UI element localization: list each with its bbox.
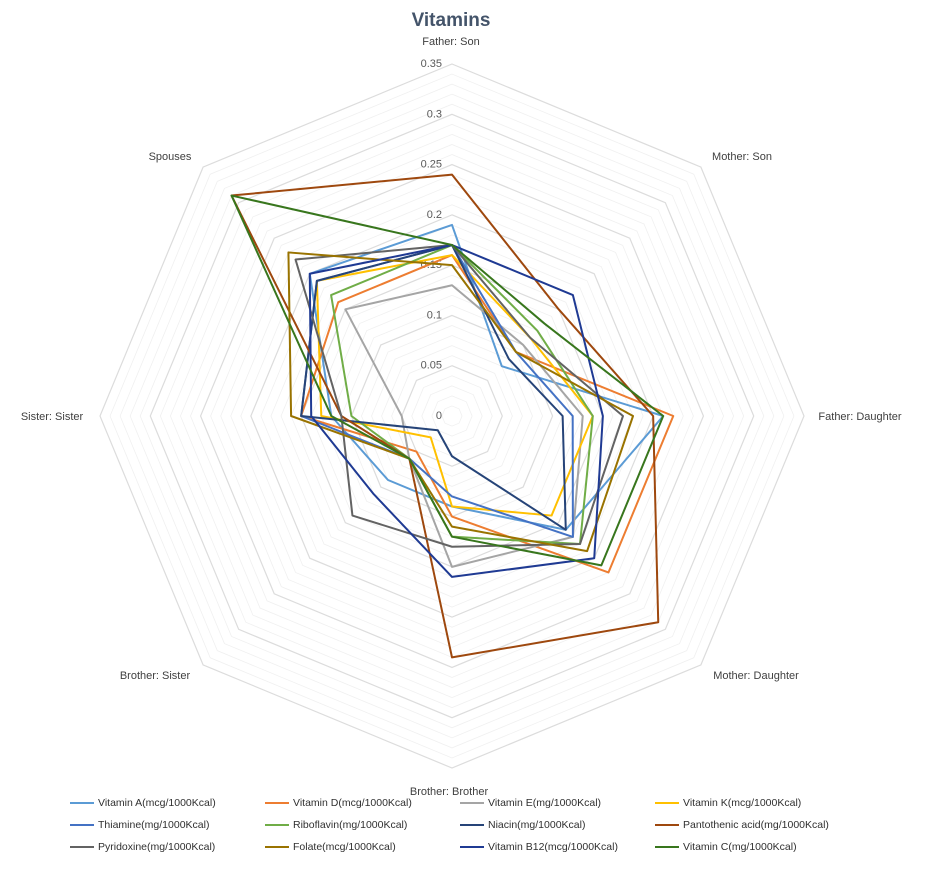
grid-ring-minor [381, 345, 523, 487]
series-line [300, 244, 567, 531]
legend-label: Thiamine(mg/1000Kcal) [98, 819, 210, 831]
series-line [308, 244, 604, 578]
legend-swatch [655, 802, 679, 804]
grid-ring-minor [109, 73, 795, 759]
legend-swatch [265, 824, 289, 826]
grid-ring-minor [441, 405, 463, 427]
grid-ring-minor [270, 234, 634, 598]
grid-ring-minor [119, 83, 785, 749]
grid-ring-minor [260, 224, 644, 608]
legend-swatch [460, 824, 484, 826]
grid-ring-minor [391, 355, 513, 477]
grid-ring-minor [280, 244, 624, 588]
legend-item: Vitamin A(mcg/1000Kcal) [70, 794, 265, 812]
legend-item: Niacin(mg/1000Kcal) [460, 816, 655, 834]
legend-item: Pyridoxine(mg/1000Kcal) [70, 838, 265, 856]
legend-label: Vitamin B12(mcg/1000Kcal) [488, 841, 618, 853]
legend-item: Vitamin K(mcg/1000Kcal) [655, 794, 890, 812]
legend-item: Folate(mcg/1000Kcal) [265, 838, 460, 856]
legend-label: Vitamin C(mg/1000Kcal) [683, 841, 797, 853]
legend-swatch [655, 824, 679, 826]
axis-labels: Father: Son Mother: Son Father: Daughter Mo… [21, 36, 902, 798]
series-polygons [230, 173, 675, 659]
grid-ring-minor [411, 375, 493, 457]
grid-ring-minor [421, 385, 483, 447]
tick-label: 0.2 [427, 209, 442, 221]
chart-title: Vitamins [412, 10, 491, 31]
legend-label: Pyridoxine(mg/1000Kcal) [98, 841, 216, 853]
legend-item: Vitamin B12(mcg/1000Kcal) [460, 838, 655, 856]
legend-swatch [265, 802, 289, 804]
axis-label: Mother: Son [712, 151, 772, 163]
tick-label: 0.05 [421, 360, 442, 372]
legend-swatch [655, 846, 679, 848]
axis-label: Father: Son [422, 36, 479, 48]
legend-swatch [265, 846, 289, 848]
grid-ring-minor [310, 274, 594, 558]
legend-label: Folate(mcg/1000Kcal) [293, 841, 396, 853]
grid-ring-minor [340, 304, 564, 528]
axis-label: Sister: Sister [21, 411, 84, 423]
legend-item: Pantothenic acid(mg/1000Kcal) [655, 816, 890, 834]
grid-ring-major [401, 365, 503, 467]
legend-swatch [70, 846, 94, 848]
radar-grid [99, 63, 805, 769]
grid-ring-minor [159, 123, 745, 709]
legend-item: Thiamine(mg/1000Kcal) [70, 816, 265, 834]
legend-label: Vitamin D(mcg/1000Kcal) [293, 797, 412, 809]
legend-label: Vitamin A(mcg/1000Kcal) [98, 797, 216, 809]
legend-item: Vitamin D(mcg/1000Kcal) [265, 794, 460, 812]
tick-label: 0 [436, 410, 442, 422]
legend-swatch [460, 846, 484, 848]
grid-ring-minor [240, 204, 664, 628]
grid-ring-minor [220, 184, 684, 648]
axis-label: Mother: Daughter [713, 670, 799, 682]
series-line [230, 194, 665, 567]
legend: Vitamin A(mcg/1000Kcal) Vitamin D(mcg/100… [70, 794, 890, 856]
series-line [315, 254, 594, 517]
legend-label: Pantothenic acid(mg/1000Kcal) [683, 819, 829, 831]
tick-label: 0.1 [427, 309, 442, 321]
legend-item: Vitamin E(mg/1000Kcal) [460, 794, 655, 812]
legend-label: Vitamin K(mcg/1000Kcal) [683, 797, 802, 809]
grid-ring-major [99, 63, 805, 769]
legend-swatch [70, 824, 94, 826]
axis-label: Brother: Brother [410, 786, 489, 798]
legend-item: Vitamin C(mg/1000Kcal) [655, 838, 890, 856]
tick-label: 0.25 [421, 159, 442, 171]
legend-swatch [70, 802, 94, 804]
legend-label: Vitamin E(mg/1000Kcal) [488, 797, 602, 809]
grid-ring-minor [190, 154, 714, 678]
grid-ring-major [149, 113, 755, 719]
axis-label: Father: Daughter [818, 411, 901, 423]
legend-item: Riboflavin(mg/1000Kcal) [265, 816, 460, 834]
tick-label: 0.3 [427, 108, 442, 120]
legend-label: Riboflavin(mg/1000Kcal) [293, 819, 408, 831]
tick-label: 0.35 [421, 58, 442, 70]
legend-swatch [460, 802, 484, 804]
series-line [300, 254, 675, 574]
grid-ring-minor [431, 395, 473, 437]
series-line [230, 173, 660, 659]
grid-ring-minor [129, 93, 775, 739]
axis-label: Brother: Sister [120, 670, 191, 682]
grid-ring-minor [230, 194, 674, 638]
grid-ring-minor [330, 294, 574, 538]
axis-label: Spouses [149, 151, 192, 163]
grid-ring-major [199, 163, 705, 669]
series-line [344, 284, 584, 568]
grid-ring-minor [139, 103, 765, 729]
grid-ring-minor [169, 133, 735, 699]
series-line [287, 251, 635, 553]
legend-label: Niacin(mg/1000Kcal) [488, 819, 586, 831]
grid-ring-minor [180, 144, 724, 688]
